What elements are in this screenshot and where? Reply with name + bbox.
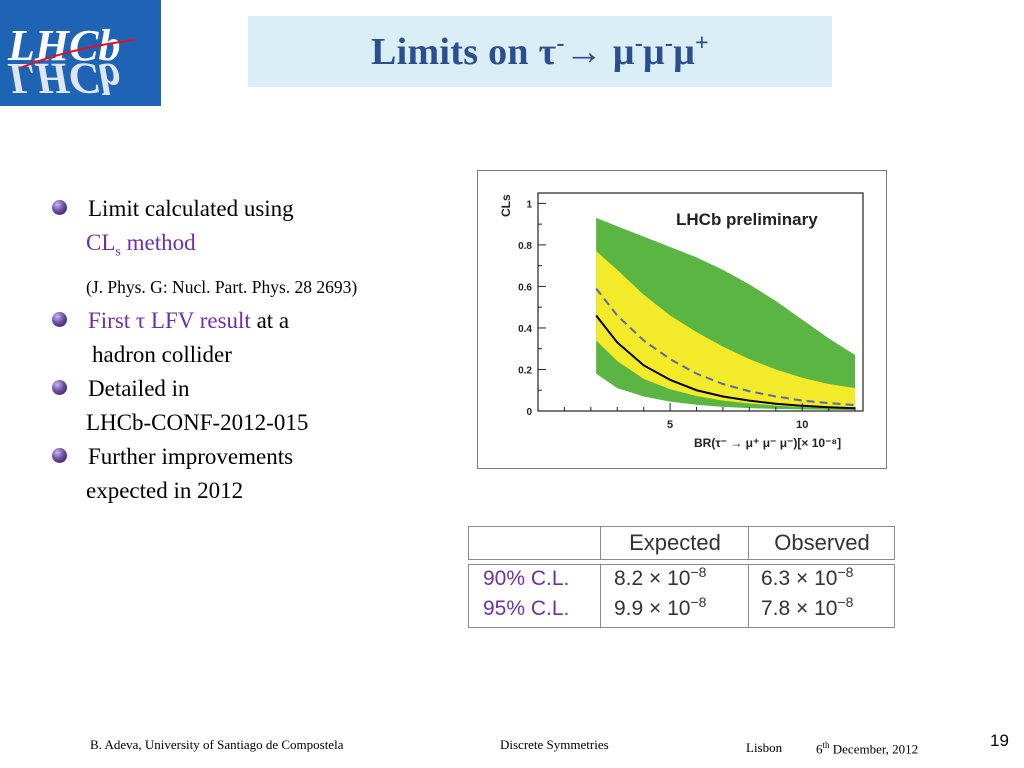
title-mu-3: μ — [673, 30, 696, 73]
footer-event: Discrete Symmetries — [500, 737, 609, 752]
expected-line — [595, 287, 856, 407]
cls-text: CL — [86, 230, 116, 255]
page-number: 19 — [990, 731, 1009, 750]
row-expected-95: 9.9 × 10−8 — [614, 594, 707, 621]
title-arrow: → — [564, 30, 613, 73]
bullet-dot — [52, 200, 67, 215]
title-text: Limits on τ-→ μ-μ-μ+ — [371, 30, 709, 74]
title-mu-1: μ — [612, 30, 635, 73]
first-lfv-text: First τ LFV result — [88, 307, 251, 333]
y-tick-label: 0.8 — [518, 241, 532, 252]
y-tick-label: 0.2 — [518, 365, 532, 376]
row-observed-90: 6.3 × 10−8 — [761, 564, 854, 591]
title-prefix: Limits on — [370, 30, 539, 73]
expected-95-exponent: −8 — [690, 594, 707, 610]
row-expected-90: 8.2 × 10−8 — [614, 564, 707, 591]
chart-ylabel: CLs — [499, 194, 513, 217]
bullet-text: Detailed in — [88, 375, 190, 401]
y-tick-label: 0.4 — [518, 324, 532, 335]
chart-lines — [595, 287, 856, 410]
title-mu-3-charge: + — [695, 29, 710, 56]
bullet-continuation: LHCb-CONF-2012-015 — [86, 409, 309, 435]
title-mu-1-charge: - — [634, 29, 644, 56]
method-text: method — [120, 230, 196, 255]
bullet-cls-method: CLs method — [50, 226, 450, 270]
bullet-text: Further improvements — [88, 443, 294, 469]
plot-frame — [537, 192, 864, 412]
x-tick-label: 5 — [667, 419, 673, 431]
table-header-row: Expected Observed — [468, 526, 895, 560]
chart-bands — [596, 217, 856, 411]
table-body: 90% C.L. 8.2 × 10−8 6.3 × 10−8 95% C.L. … — [468, 564, 895, 628]
footer-place: Lisbon — [746, 740, 783, 755]
header-expected: Expected — [600, 527, 749, 559]
expected-90-mantissa: 8.2 × 10 — [614, 567, 691, 590]
slide-title: Limits on τ-→ μ-μ-μ+ — [248, 16, 832, 87]
footer-author: B. Adeva, University of Santiago de Comp… — [90, 737, 344, 752]
expected-90-exponent: −8 — [690, 564, 707, 580]
bullet-continuation: expected in 2012 — [86, 477, 244, 503]
row-cl-90: 90% C.L. — [483, 567, 570, 590]
bullet-text: Limit calculated using — [88, 196, 294, 221]
lhcb-logo: LHCb LHCb — [0, 0, 161, 106]
date-day: 6 — [816, 741, 823, 757]
observed-95-mantissa: 7.8 × 10 — [761, 597, 838, 620]
row-cl-95: 95% C.L. — [483, 597, 570, 620]
bullet-dot — [52, 311, 67, 327]
divider-observed — [748, 565, 895, 627]
logo-text-reflection: LHCb — [7, 54, 120, 103]
bullet-reference: (J. Phys. G: Nucl. Part. Phys. 28 2693) — [86, 276, 358, 297]
observed-line — [595, 314, 856, 410]
divider-expected — [600, 565, 749, 627]
title-tau: τ — [538, 30, 557, 73]
footer-date: 6th December, 2012 — [816, 740, 918, 757]
date-suffix: th — [822, 740, 830, 750]
bullet-limit-method: Limit calculated using — [50, 192, 450, 226]
observed-95-exponent: −8 — [837, 594, 854, 610]
header-observed: Observed — [748, 527, 895, 559]
bullet-detailed: Detailed in — [50, 372, 450, 406]
x-tick-label: 10 — [796, 419, 808, 431]
title-tau-charge: - — [556, 29, 565, 56]
cls-chart: 0.2 0.4 0.6 0.8 1 0 5 10 LHCb preliminary CLs B… — [477, 170, 887, 469]
row-observed-95: 7.8 × 10−8 — [761, 594, 854, 621]
date-rest: December, 2012 — [829, 741, 919, 757]
y-tick-label: 0.6 — [518, 282, 532, 293]
observed-90-exponent: −8 — [837, 564, 854, 580]
y-tick-label: 1 — [526, 199, 532, 210]
bullet-dot — [52, 447, 67, 463]
bullet-dot — [52, 379, 67, 395]
observed-90-mantissa: 6.3 × 10 — [761, 567, 838, 590]
bullet-text: at a — [250, 307, 290, 333]
title-mu-2-charge: - — [664, 29, 674, 56]
bullet-continuation: hadron collider — [92, 341, 232, 367]
chart-annotation: LHCb preliminary — [676, 210, 818, 229]
logo-red-arc — [19, 39, 136, 69]
bullet-list: Limit calculated using CLs method (J. Ph… — [50, 192, 450, 508]
expected-95-mantissa: 9.9 × 10 — [614, 597, 691, 620]
title-mu-2: μ — [643, 30, 665, 73]
chart-xlabel: BR(τ⁻ → μ⁺ μ⁻ μ⁻)[× 10⁻⁸] — [694, 436, 841, 450]
y-tick-label: 0 — [526, 407, 532, 418]
bullet-first-result: First τ LFV result at a — [50, 304, 450, 338]
inner-band — [596, 251, 856, 409]
cls-subscript: s — [115, 244, 121, 260]
bullet-improvements: Further improvements — [50, 440, 450, 474]
